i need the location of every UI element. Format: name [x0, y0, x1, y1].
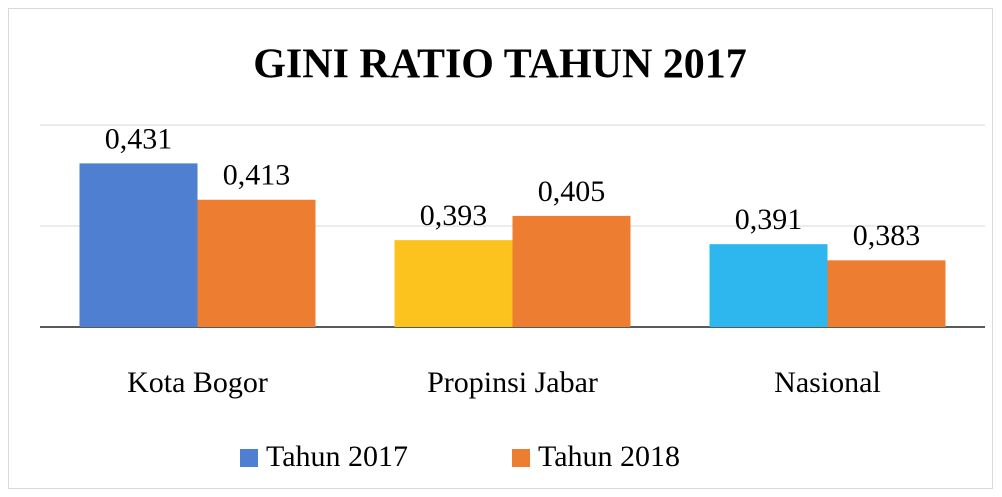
x-tick-label: Nasional	[774, 366, 881, 399]
x-tick-label: Propinsi Jabar	[427, 366, 598, 399]
legend-label: Tahun 2018	[538, 440, 680, 473]
bar	[79, 163, 198, 327]
legend-label: Tahun 2017	[266, 440, 408, 473]
bar	[512, 215, 631, 327]
legend-swatch	[240, 449, 258, 467]
bar	[827, 260, 946, 327]
data-label: 0,393	[420, 199, 488, 232]
bar	[394, 240, 513, 327]
data-label: 0,413	[223, 159, 291, 192]
data-label: 0,383	[853, 219, 921, 252]
legend-swatch	[512, 449, 530, 467]
data-label: 0,391	[735, 203, 803, 236]
bar	[709, 244, 828, 327]
chart-title: GINI RATIO TAHUN 2017	[253, 42, 747, 88]
bar	[197, 199, 316, 327]
data-label: 0,431	[105, 122, 173, 155]
data-label: 0,405	[538, 175, 606, 208]
x-tick-label: Kota Bogor	[127, 366, 268, 399]
